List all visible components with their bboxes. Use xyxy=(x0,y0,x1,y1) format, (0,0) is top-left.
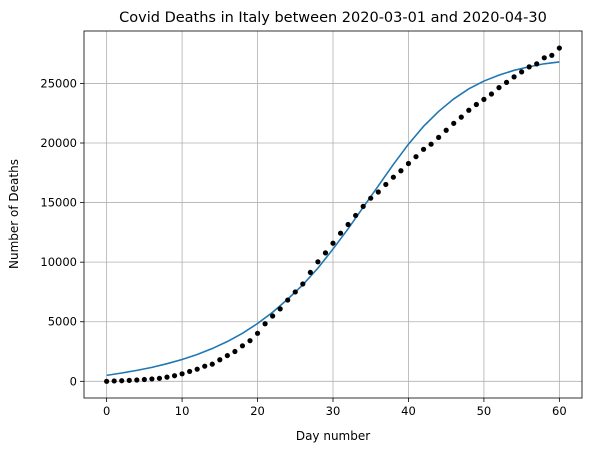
data-point xyxy=(375,189,381,195)
data-point xyxy=(496,84,502,91)
data-point xyxy=(534,61,540,67)
y-tick-label: 20000 xyxy=(40,136,77,150)
data-point xyxy=(511,74,517,80)
x-axis-label: Day number xyxy=(296,429,370,443)
y-tick-label: 10000 xyxy=(40,255,77,269)
x-tick-label: 60 xyxy=(552,404,567,418)
data-point xyxy=(292,289,298,295)
data-point xyxy=(224,352,230,359)
x-tick-label: 10 xyxy=(175,404,190,418)
data-point xyxy=(413,154,419,160)
fit-line xyxy=(106,61,560,377)
data-point xyxy=(428,141,434,147)
data-point xyxy=(503,79,510,85)
data-point xyxy=(398,168,404,174)
data-point xyxy=(443,127,449,133)
x-tick-label: 0 xyxy=(103,404,110,418)
data-point xyxy=(232,348,238,355)
data-point xyxy=(322,250,329,256)
data-point xyxy=(353,212,359,219)
data-point xyxy=(345,221,351,228)
data-point xyxy=(330,240,336,246)
data-points xyxy=(104,45,562,384)
data-point xyxy=(156,375,163,381)
ticks: 0 10 20 30 40 50 60 0 5000 10000 15000 20000 25000 xyxy=(40,76,566,418)
data-point xyxy=(194,366,200,372)
data-point xyxy=(104,378,110,384)
data-point xyxy=(262,321,268,327)
data-point xyxy=(383,181,389,188)
data-point xyxy=(420,146,427,152)
y-tick-label: 0 xyxy=(70,374,77,388)
data-point xyxy=(239,343,246,349)
data-point xyxy=(556,45,562,51)
data-point xyxy=(277,306,283,312)
data-point xyxy=(368,195,374,201)
data-point xyxy=(541,55,547,61)
data-point xyxy=(315,259,321,265)
data-point xyxy=(360,203,366,209)
data-point xyxy=(526,64,532,70)
y-axis-label: Number of Deaths xyxy=(7,159,21,269)
data-point xyxy=(164,374,170,380)
data-point xyxy=(458,114,464,120)
fit-series xyxy=(106,61,560,377)
data-point xyxy=(300,281,306,287)
x-tick-label: 50 xyxy=(477,404,492,418)
data-point xyxy=(519,69,525,75)
data-point xyxy=(209,361,215,367)
data-point xyxy=(134,377,140,383)
data-point xyxy=(179,371,185,377)
data-point xyxy=(451,120,457,126)
data-point xyxy=(171,373,178,379)
data-point xyxy=(549,52,555,58)
x-tick-label: 40 xyxy=(401,404,416,418)
data-point xyxy=(270,313,276,319)
x-tick-label: 20 xyxy=(250,404,265,418)
data-point xyxy=(217,357,223,363)
data-point xyxy=(202,363,208,369)
data-point xyxy=(488,91,495,97)
data-point xyxy=(307,269,313,276)
grid xyxy=(84,31,582,398)
data-point xyxy=(405,160,412,167)
data-point xyxy=(247,338,253,344)
data-point xyxy=(285,297,291,303)
data-point xyxy=(337,230,344,236)
chart-title: Covid Deaths in Italy between 2020-03-01… xyxy=(119,10,547,26)
data-point xyxy=(141,376,147,383)
data-point xyxy=(466,107,472,113)
plot-frame xyxy=(83,30,583,399)
data-point xyxy=(436,134,442,141)
data-point xyxy=(187,368,193,375)
x-tick-label: 30 xyxy=(326,404,341,418)
y-tick-label: 5000 xyxy=(48,315,77,329)
data-point xyxy=(149,376,155,382)
data-point xyxy=(390,174,396,180)
data-point xyxy=(111,378,117,384)
data-point xyxy=(481,96,487,102)
data-point xyxy=(473,101,479,108)
data-point xyxy=(119,378,125,384)
y-tick-label: 15000 xyxy=(40,196,77,210)
data-point xyxy=(254,330,261,336)
data-point xyxy=(126,377,132,383)
y-tick-label: 25000 xyxy=(40,76,77,90)
